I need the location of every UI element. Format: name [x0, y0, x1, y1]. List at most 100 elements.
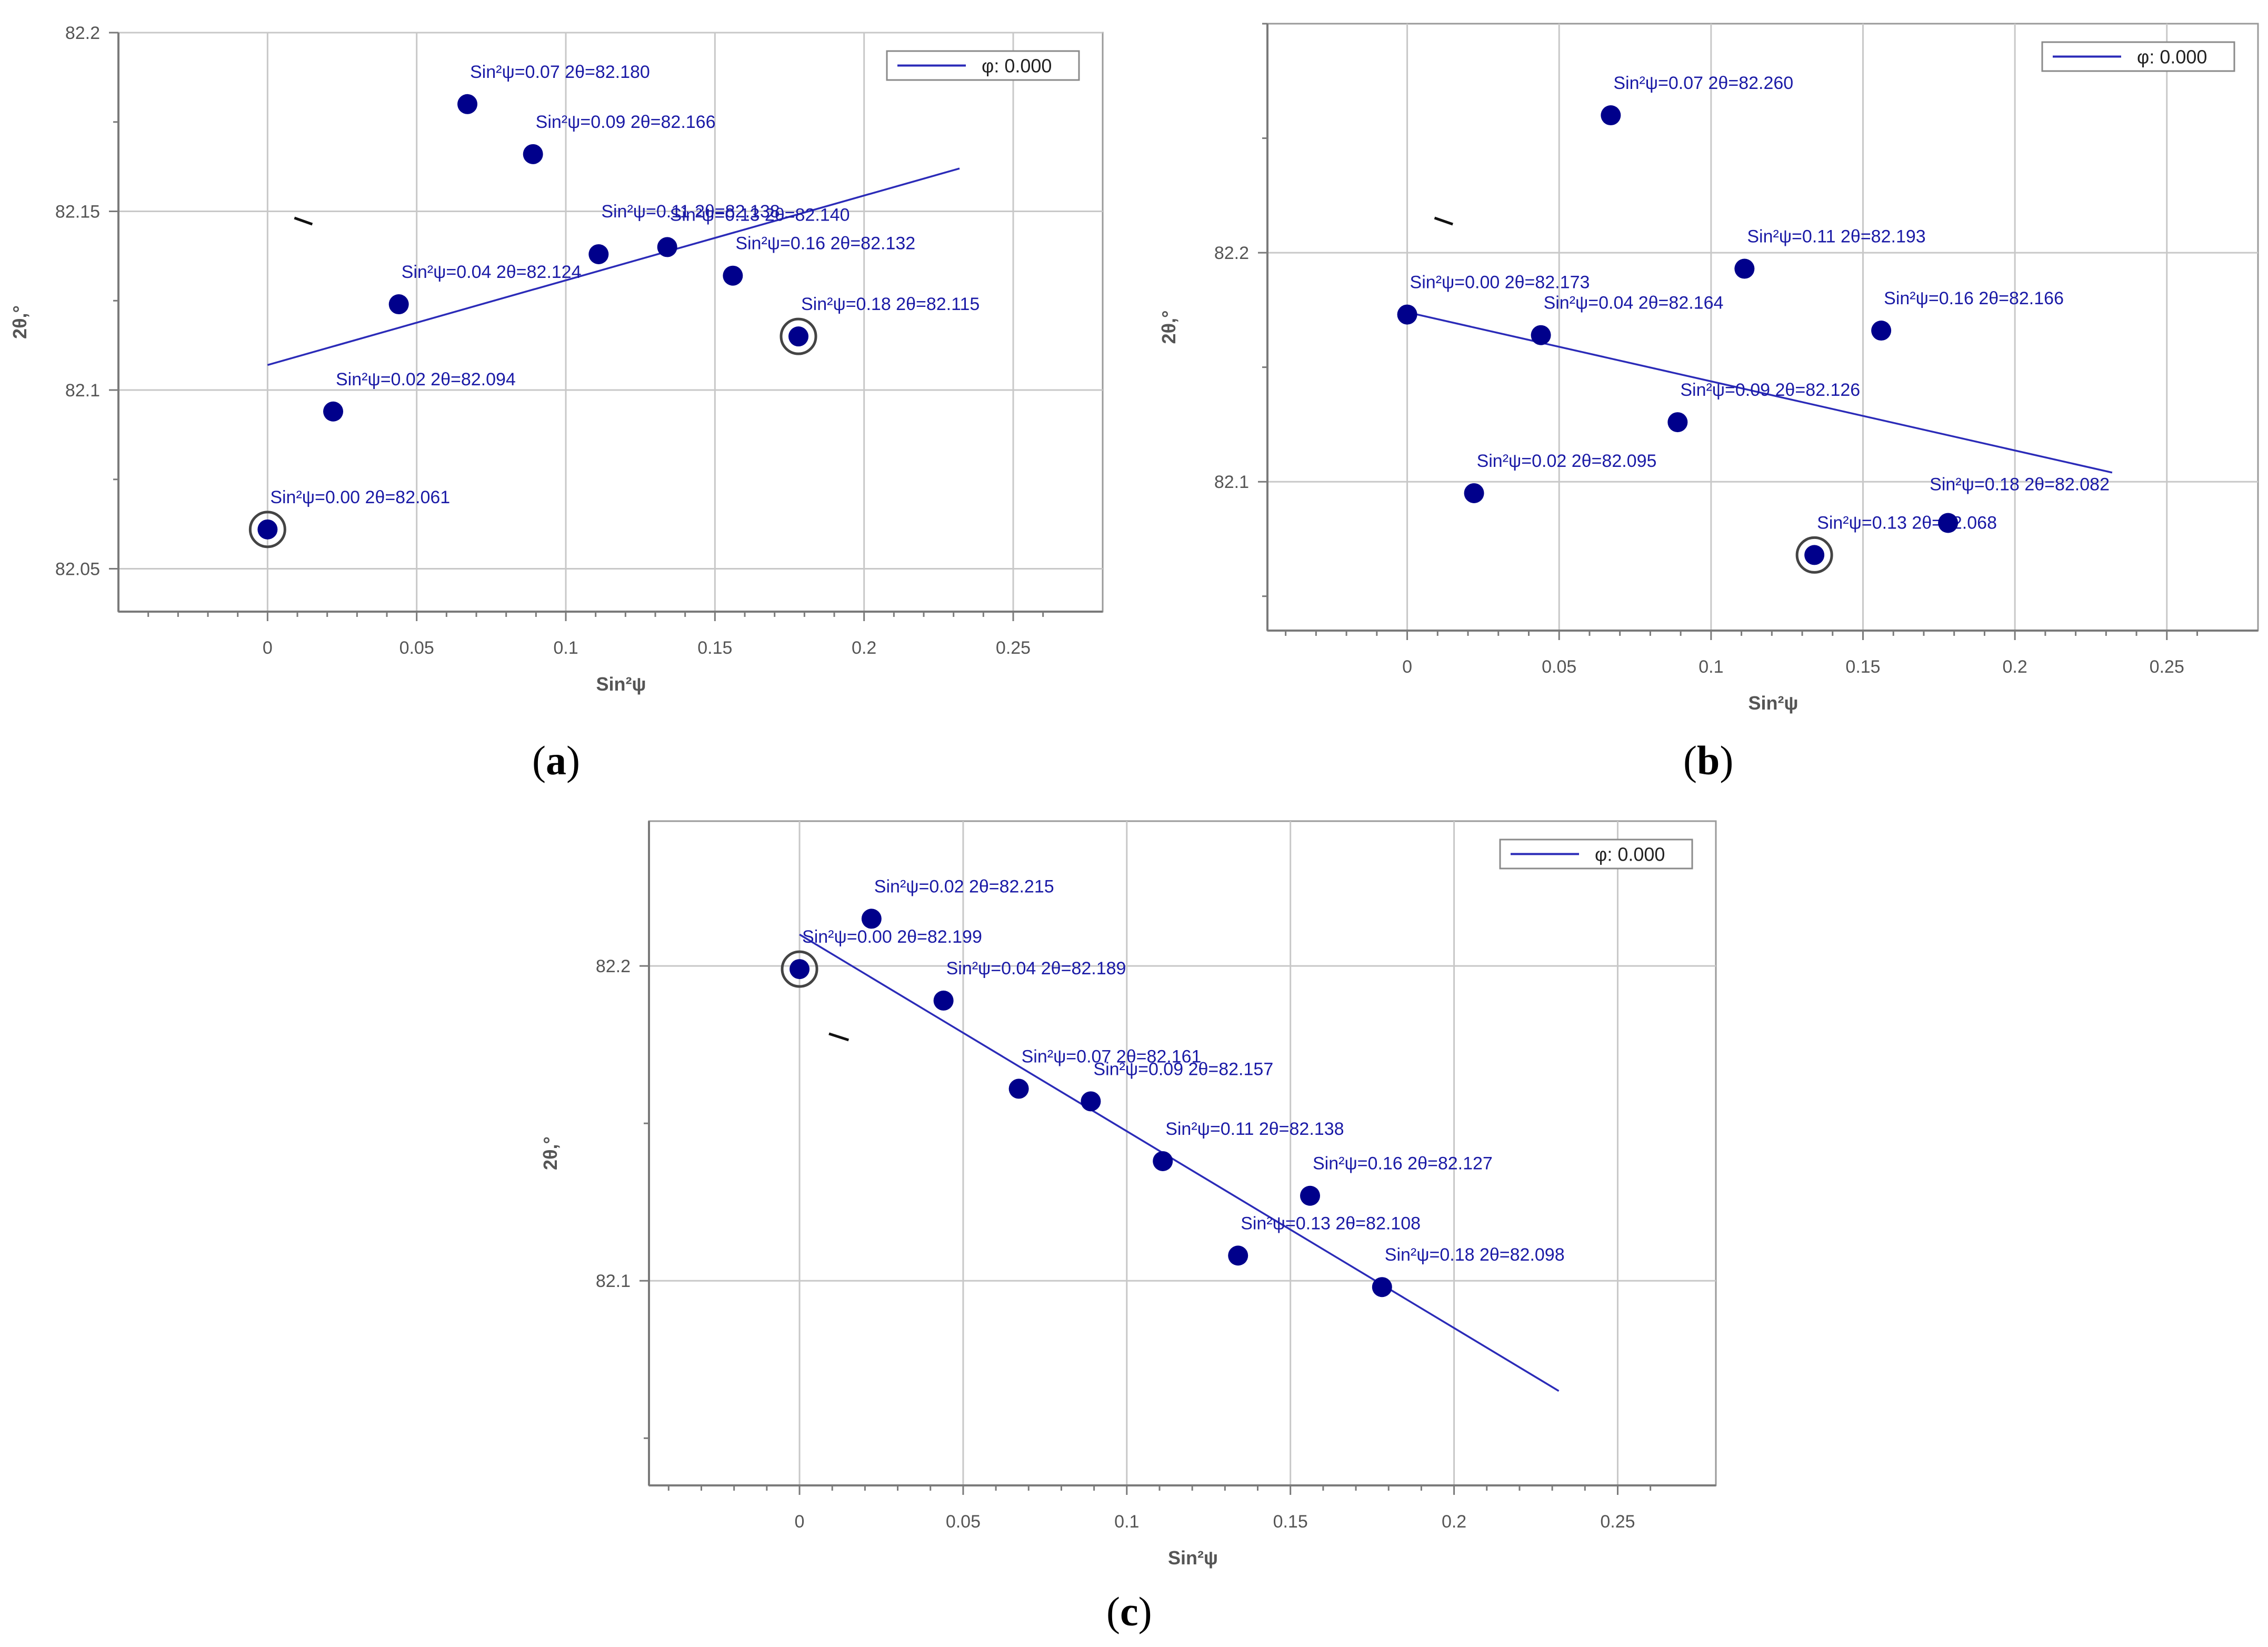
point-annotation: Sin²ψ=0.07 2θ=82.161	[1022, 1046, 1202, 1066]
point-annotation: Sin²ψ=0.13 2θ=82.068	[1817, 513, 1997, 533]
legend: φ: 0.000	[886, 50, 1080, 81]
data-point	[723, 265, 743, 286]
x-axis-title: Sin²ψ	[596, 673, 646, 695]
data-point	[1464, 483, 1484, 503]
x-tick-label: 0.05	[399, 638, 434, 658]
y-tick-label: 82.05	[55, 560, 100, 580]
data-point	[1871, 321, 1892, 341]
point-annotation: Sin²ψ=0.00 2θ=82.199	[802, 927, 982, 947]
data-point	[1601, 105, 1621, 126]
chart-panel-2: 0 0.05 0.1 0.15 0.2 0.25 82.1 82.2 Sin²ψ 2θ,° Sin²…	[1158, 23, 2259, 714]
data-point	[788, 326, 808, 347]
data-point	[257, 519, 278, 540]
data-point	[790, 959, 810, 980]
point-annotation: Sin²ψ=0.02 2θ=82.215	[874, 876, 1054, 896]
y-tick-label: 82.1	[65, 381, 100, 401]
y-tick-label: 82.15	[55, 202, 100, 222]
x-tick-label: 0.2	[852, 638, 876, 658]
outlier-ring	[248, 511, 286, 548]
x-tick-label: 0.05	[1542, 657, 1576, 677]
data-point	[1008, 1079, 1029, 1099]
x-tick-label: 0.05	[946, 1512, 981, 1532]
point-annotation: Sin²ψ=0.16 2θ=82.127	[1313, 1154, 1493, 1174]
data-point	[657, 237, 677, 257]
y-axis-title: 2θ,°	[1158, 311, 1180, 344]
x-tick-label: 0.25	[996, 638, 1031, 658]
point-annotation: Sin²ψ=0.16 2θ=82.166	[1884, 288, 2064, 308]
x-tick-label: 0.2	[1442, 1512, 1466, 1532]
y-axis-title: 2θ,°	[9, 305, 31, 339]
plot-area	[117, 32, 1104, 613]
data-point	[523, 144, 543, 164]
x-tick-label: 0.2	[2003, 657, 2027, 677]
data-point	[1938, 513, 1959, 533]
point-annotation: Sin²ψ=0.11 2θ=82.138	[601, 202, 780, 222]
legend-label: φ: 0.000	[2137, 46, 2207, 68]
x-tick-label: 0.1	[553, 638, 578, 658]
panel-caption-c: (c)	[1106, 1589, 1152, 1634]
data-point	[323, 401, 343, 422]
data-point	[1153, 1151, 1173, 1171]
data-point	[933, 990, 954, 1011]
data-point	[1081, 1091, 1101, 1112]
outlier-ring	[780, 317, 817, 355]
x-tick-label: 0.25	[2150, 657, 2184, 677]
data-point	[588, 244, 609, 264]
point-annotation: Sin²ψ=0.09 2θ=82.157	[1093, 1059, 1273, 1079]
data-point	[1804, 545, 1825, 565]
data-point	[388, 294, 409, 315]
fit-line	[267, 167, 960, 366]
point-annotation: Sin²ψ=0.09 2θ=82.126	[1680, 380, 1860, 400]
data-point	[1228, 1245, 1248, 1266]
panel-caption-a: (a)	[532, 737, 580, 783]
point-annotation: Sin²ψ=0.07 2θ=82.260	[1613, 73, 1793, 93]
fit-line	[1407, 311, 2113, 474]
point-annotation: Sin²ψ=0.04 2θ=82.164	[1544, 293, 1724, 313]
data-point	[457, 94, 477, 114]
point-annotation: Sin²ψ=0.09 2θ=82.166	[536, 112, 716, 132]
outlier-ring	[1795, 536, 1833, 574]
point-annotation: Sin²ψ=0.18 2θ=82.115	[801, 294, 980, 314]
panel-caption-b: (b)	[1683, 737, 1734, 783]
data-point	[1372, 1277, 1392, 1297]
y-tick-label: 82.1	[596, 1271, 631, 1291]
x-tick-label: 0.1	[1114, 1512, 1139, 1532]
point-annotation: Sin²ψ=0.02 2θ=82.094	[336, 370, 516, 390]
y-axis-title: 2θ,°	[539, 1136, 561, 1170]
data-point	[1531, 325, 1551, 345]
data-point	[1397, 304, 1417, 325]
point-annotation: Sin²ψ=0.04 2θ=82.124	[402, 262, 582, 282]
point-annotation: Sin²ψ=0.04 2θ=82.189	[946, 959, 1126, 979]
x-tick-label: 0.1	[1698, 657, 1723, 677]
y-tick-label: 82.2	[65, 23, 100, 43]
stray-mark	[1434, 216, 1453, 226]
x-tick-label: 0	[263, 638, 273, 658]
legend: φ: 0.000	[1499, 839, 1693, 870]
point-annotation: Sin²ψ=0.13 2θ=82.108	[1241, 1213, 1421, 1233]
x-tick-label: 0.15	[697, 638, 732, 658]
point-annotation: Sin²ψ=0.16 2θ=82.132	[735, 234, 915, 254]
data-point	[1734, 258, 1755, 279]
data-point	[861, 909, 882, 929]
data-point	[1300, 1185, 1320, 1206]
stray-mark	[828, 1032, 850, 1042]
point-annotation: Sin²ψ=0.18 2θ=82.082	[1930, 475, 2110, 495]
fit-line	[799, 933, 1560, 1392]
stray-mark	[294, 216, 313, 226]
point-annotation: Sin²ψ=0.07 2θ=82.180	[470, 62, 650, 82]
plot-area	[1266, 23, 2259, 632]
point-annotation: Sin²ψ=0.02 2θ=82.095	[1477, 451, 1657, 471]
point-annotation: Sin²ψ=0.18 2θ=82.098	[1385, 1245, 1565, 1265]
x-axis-title: Sin²ψ	[1168, 1547, 1218, 1569]
point-annotation: Sin²ψ=0.11 2θ=82.193	[1747, 227, 1925, 247]
x-tick-label: 0	[795, 1512, 805, 1532]
legend-label: φ: 0.000	[982, 55, 1052, 77]
outlier-ring	[781, 950, 818, 988]
plot-area	[648, 820, 1717, 1486]
x-tick-label: 0.15	[1845, 657, 1880, 677]
point-annotation: Sin²ψ=0.00 2θ=82.173	[1410, 273, 1590, 293]
chart-panel-3: 0 0.05 0.1 0.15 0.2 0.25 82.1 82.2 Sin²ψ 2θ,° Sin²…	[539, 820, 1717, 1569]
x-axis-title: Sin²ψ	[1748, 692, 1798, 714]
x-tick-label: 0	[1402, 657, 1412, 677]
